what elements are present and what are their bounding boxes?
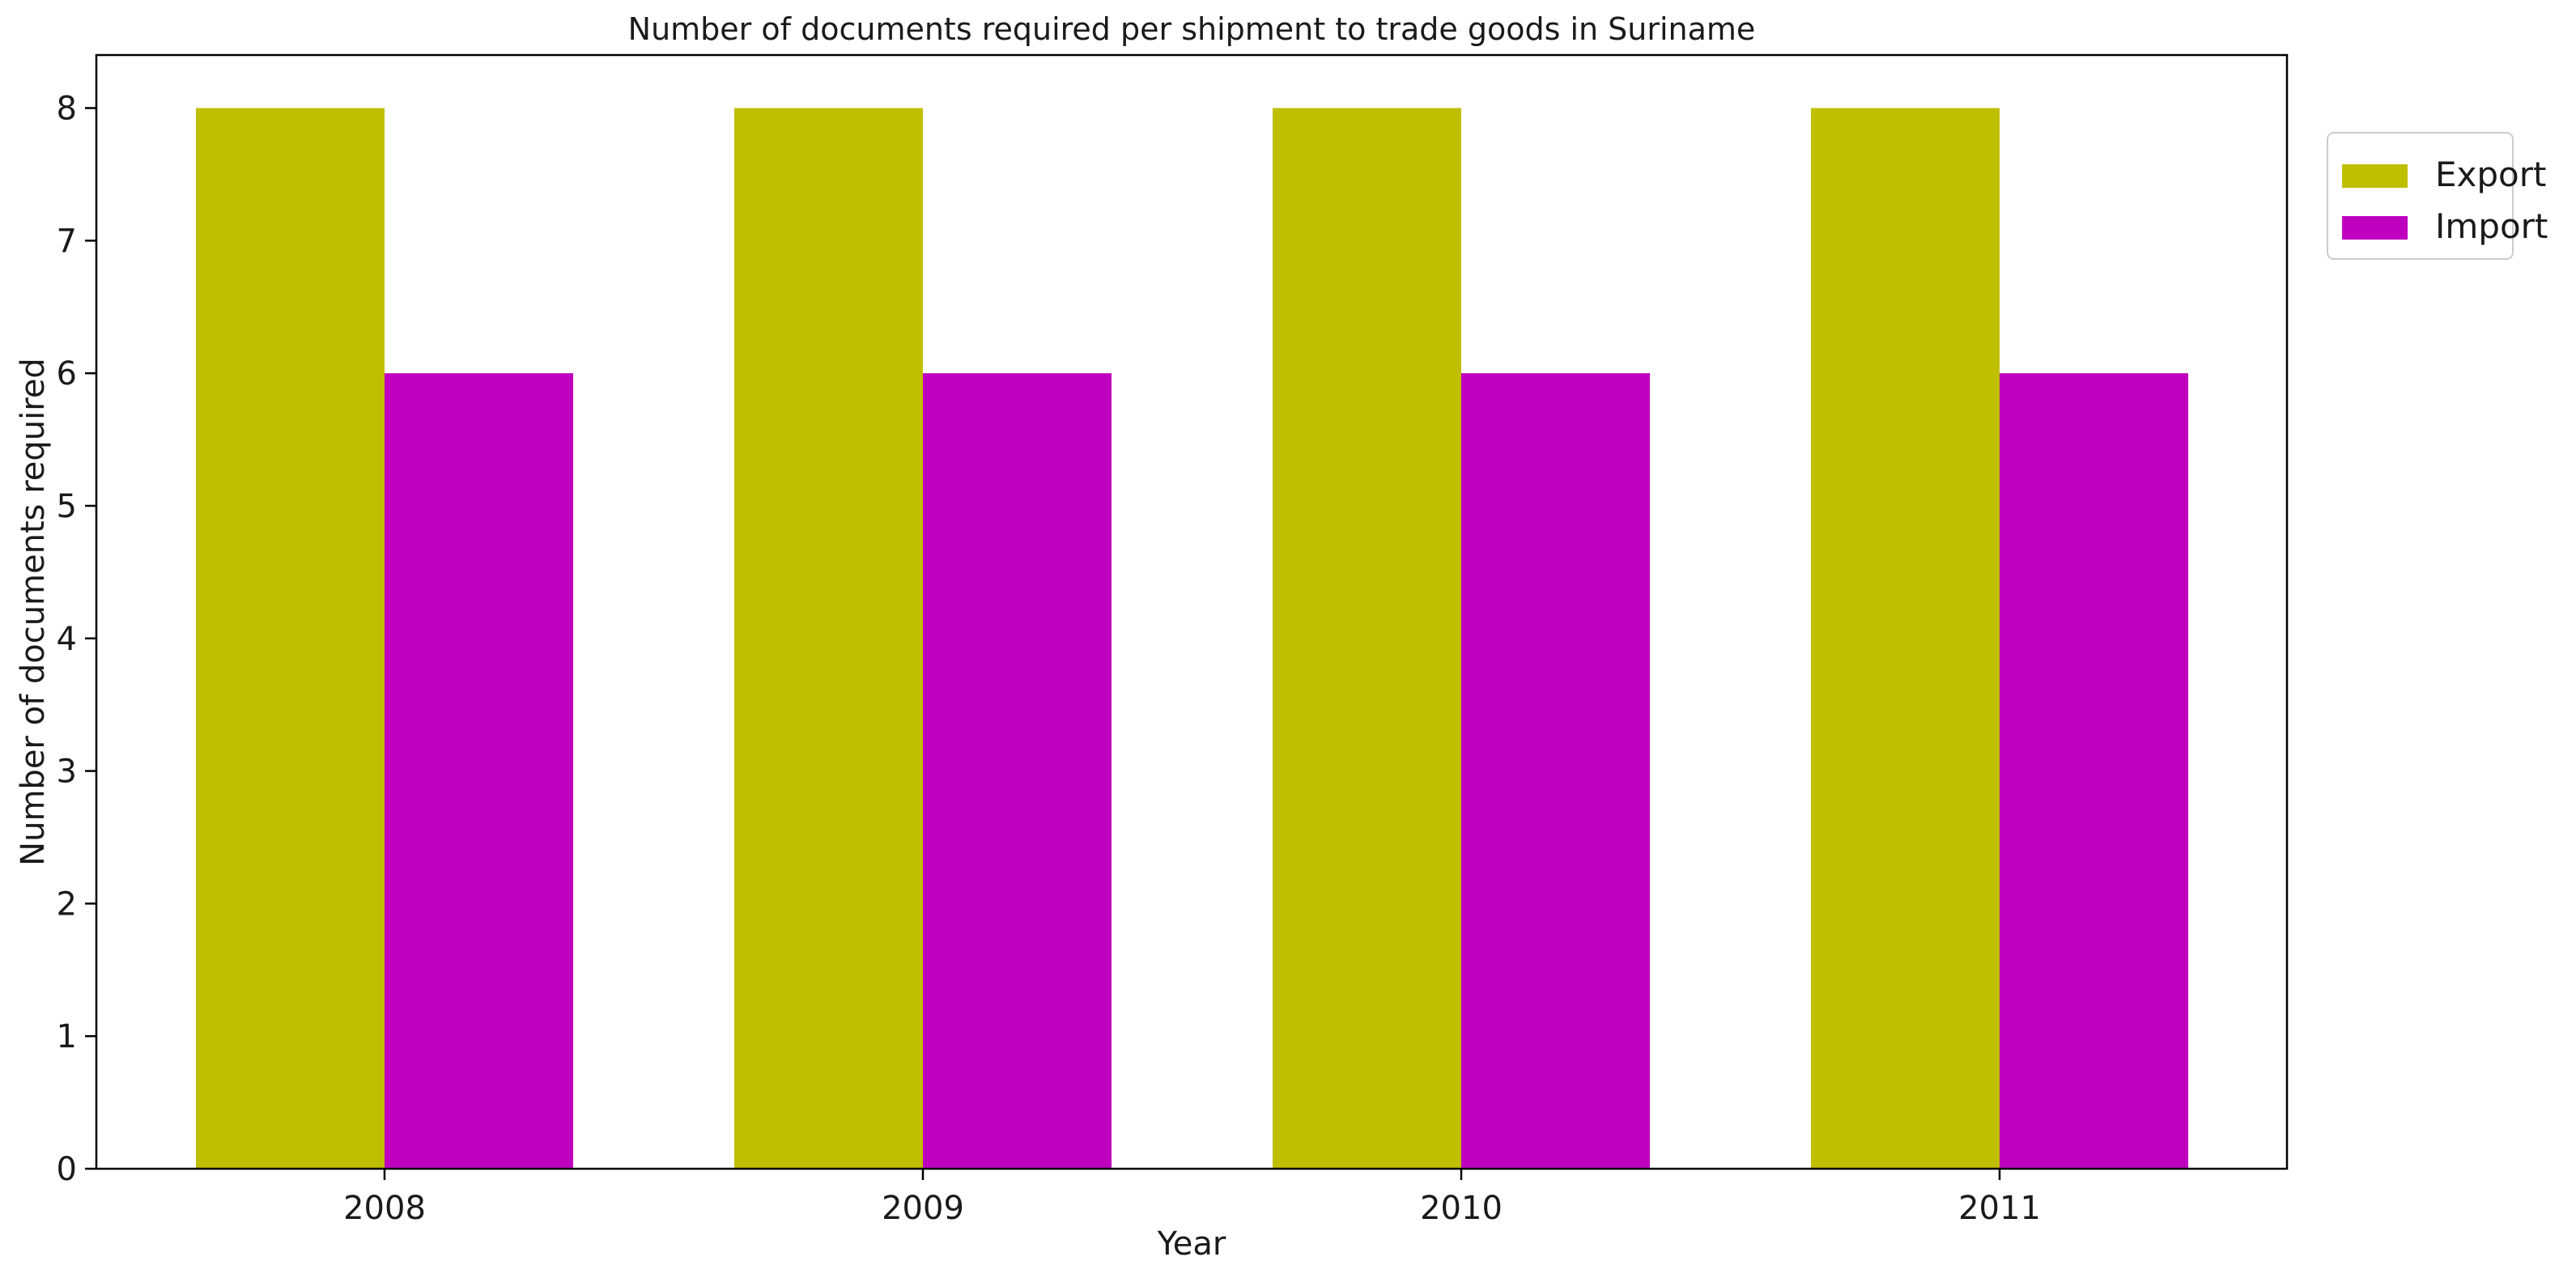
- y-tick-label: 8: [57, 91, 77, 128]
- legend-items: Export Import: [2342, 155, 2548, 246]
- bar-export-2009: [734, 108, 923, 1169]
- x-axis-ticks: 2008 2009 2010 2011: [343, 1169, 2041, 1227]
- bar-export-2011: [1811, 108, 2000, 1169]
- y-tick-label: 2: [57, 885, 77, 923]
- bars-group: [196, 108, 2188, 1170]
- y-tick-label: 6: [57, 355, 77, 393]
- legend-label-import: Import: [2435, 206, 2548, 246]
- x-tick-label: 2011: [1958, 1190, 2041, 1227]
- y-tick-label: 3: [57, 754, 77, 791]
- bar-import-2011: [2000, 373, 2188, 1170]
- y-tick-label: 4: [57, 621, 77, 658]
- x-tick-label: 2010: [1420, 1190, 1503, 1227]
- legend-swatch-export: [2342, 164, 2408, 188]
- y-tick-label: 1: [57, 1018, 77, 1055]
- plot-area-frame: [95, 53, 2289, 1170]
- x-tick-label: 2008: [343, 1190, 426, 1227]
- y-axis-label: Number of documents required: [15, 358, 52, 866]
- bar-import-2010: [1461, 373, 1650, 1170]
- y-tick-label: 0: [57, 1151, 77, 1188]
- x-tick-label: 2009: [882, 1190, 964, 1227]
- x-axis-label: Year: [1157, 1225, 1226, 1263]
- bar-import-2009: [923, 373, 1112, 1170]
- y-axis-ticks: 0 1 2 3 4 5 6 7 8: [57, 91, 96, 1188]
- legend: Export Import: [2327, 132, 2548, 260]
- bar-export-2010: [1273, 108, 1461, 1169]
- chart-title: Number of documents required per shipmen…: [628, 11, 1756, 47]
- y-tick-label: 7: [57, 223, 77, 260]
- bar-export-2008: [196, 108, 385, 1169]
- legend-swatch-import: [2342, 216, 2408, 240]
- legend-label-export: Export: [2435, 155, 2546, 194]
- y-tick-label: 5: [57, 488, 77, 525]
- bar-import-2008: [385, 373, 573, 1170]
